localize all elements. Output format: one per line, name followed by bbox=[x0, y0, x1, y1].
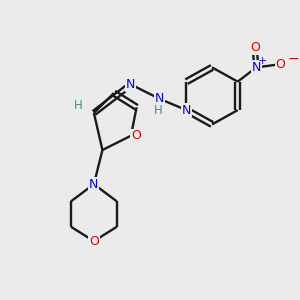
Text: N: N bbox=[251, 61, 261, 74]
Text: O: O bbox=[89, 235, 99, 248]
Text: N: N bbox=[126, 78, 136, 91]
Text: O: O bbox=[250, 41, 260, 54]
Text: −: − bbox=[287, 52, 299, 66]
Text: +: + bbox=[258, 56, 267, 66]
Text: N: N bbox=[182, 103, 191, 117]
Text: O: O bbox=[131, 129, 141, 142]
Text: H: H bbox=[154, 104, 162, 117]
Text: N: N bbox=[89, 178, 99, 191]
Text: N: N bbox=[155, 92, 164, 105]
Text: H: H bbox=[74, 99, 82, 112]
Text: O: O bbox=[275, 58, 285, 71]
